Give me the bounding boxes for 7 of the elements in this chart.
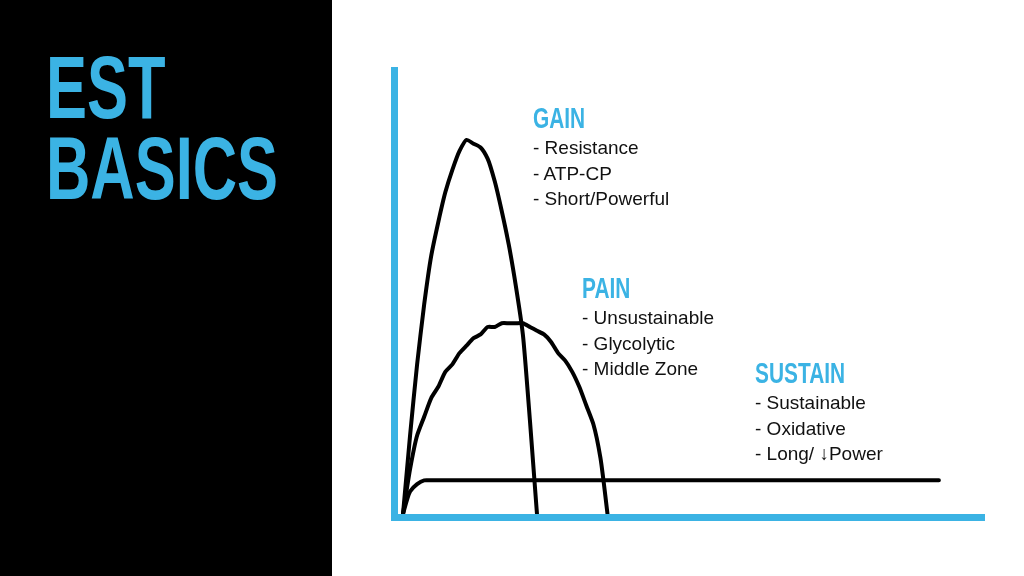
annotation: PAIN	[582, 272, 631, 304]
annotation: SUSTAIN	[755, 357, 846, 389]
annotation: - Sustainable - Oxidative - Long/ ↓Power	[755, 391, 883, 466]
text: GAIN	[533, 102, 586, 134]
annotation: - Resistance - ATP-CP - Short/Powerful	[533, 136, 670, 211]
annotation: - Unsustainable - Glycolytic - Middle Zone	[582, 306, 715, 381]
chart-title: EST BASICS	[46, 37, 279, 218]
